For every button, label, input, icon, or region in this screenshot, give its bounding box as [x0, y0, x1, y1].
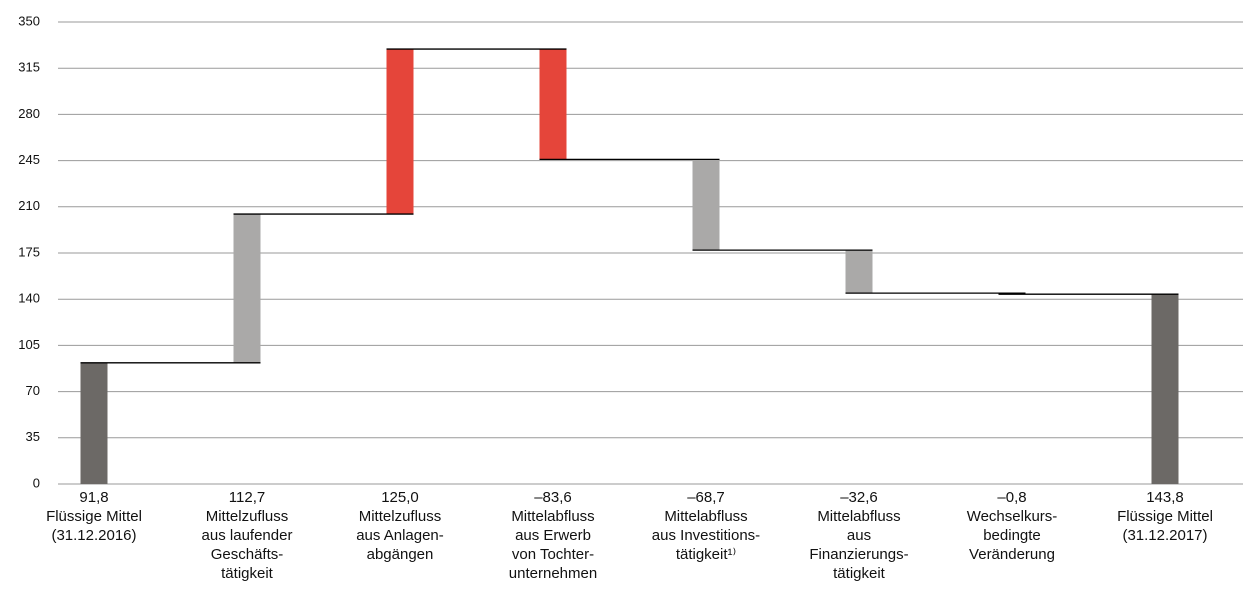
- x-tick-label: tätigkeit¹⁾: [676, 546, 736, 563]
- y-tick-label: 350: [18, 13, 40, 28]
- x-tick-label: Finanzierungs-: [809, 546, 908, 563]
- y-tick-label: 175: [18, 244, 40, 259]
- x-tick-label: Veränderung: [969, 546, 1055, 563]
- bar: [80, 362, 108, 484]
- value-label: 143,8: [1146, 489, 1184, 506]
- x-tick-label: tätigkeit: [833, 565, 886, 582]
- value-label: 125,0: [381, 489, 419, 506]
- x-tick-label: aus Erwerb: [515, 527, 591, 544]
- x-tick-label: Mittelabfluss: [817, 508, 900, 525]
- x-tick-label: von Tochter-: [512, 546, 594, 563]
- y-tick-label: 210: [18, 198, 40, 213]
- x-tick-label: Mittelzufluss: [359, 508, 442, 525]
- bar: [386, 49, 414, 215]
- y-tick-label: 105: [18, 337, 40, 352]
- value-label: –32,6: [840, 489, 878, 506]
- x-tick-label: aus laufender: [202, 527, 293, 544]
- x-tick-label: abgängen: [367, 546, 434, 563]
- x-tick-label: bedingte: [983, 527, 1041, 544]
- y-tick-label: 315: [18, 60, 40, 75]
- x-tick-label: Flüssige Mittel: [1117, 508, 1213, 525]
- value-label: –83,6: [534, 489, 572, 506]
- bar: [1151, 294, 1179, 484]
- x-tick-label: tätigkeit: [221, 565, 274, 582]
- bar: [539, 49, 567, 160]
- x-tick-label: Mittelzufluss: [206, 508, 289, 525]
- x-tick-label: Geschäfts-: [211, 546, 284, 563]
- y-tick-label: 35: [26, 429, 40, 444]
- x-tick-label: Flüssige Mittel: [46, 508, 142, 525]
- bar: [233, 214, 261, 363]
- x-tick-label: unternehmen: [509, 565, 597, 582]
- x-tick-label: aus Anlagen-: [356, 527, 444, 544]
- y-tick-label: 140: [18, 291, 40, 306]
- x-tick-label: (31.12.2017): [1122, 527, 1207, 544]
- y-tick-label: 280: [18, 106, 40, 121]
- x-tick-label: aus Investitions-: [652, 527, 760, 544]
- value-label: 91,8: [79, 489, 108, 506]
- value-label: –68,7: [687, 489, 725, 506]
- x-tick-label: Wechselkurs-: [967, 508, 1058, 525]
- y-tick-label: 70: [26, 383, 40, 398]
- x-tick-label: Mittelabfluss: [664, 508, 747, 525]
- x-tick-label: aus: [847, 527, 871, 544]
- bar: [845, 250, 873, 294]
- y-tick-label: 245: [18, 152, 40, 167]
- y-tick-label: 0: [33, 475, 40, 490]
- value-label: –0,8: [997, 489, 1026, 506]
- bar: [692, 159, 720, 251]
- value-label: 112,7: [229, 489, 265, 506]
- x-tick-label: Mittelabfluss: [511, 508, 594, 525]
- x-tick-label: (31.12.2016): [51, 527, 136, 544]
